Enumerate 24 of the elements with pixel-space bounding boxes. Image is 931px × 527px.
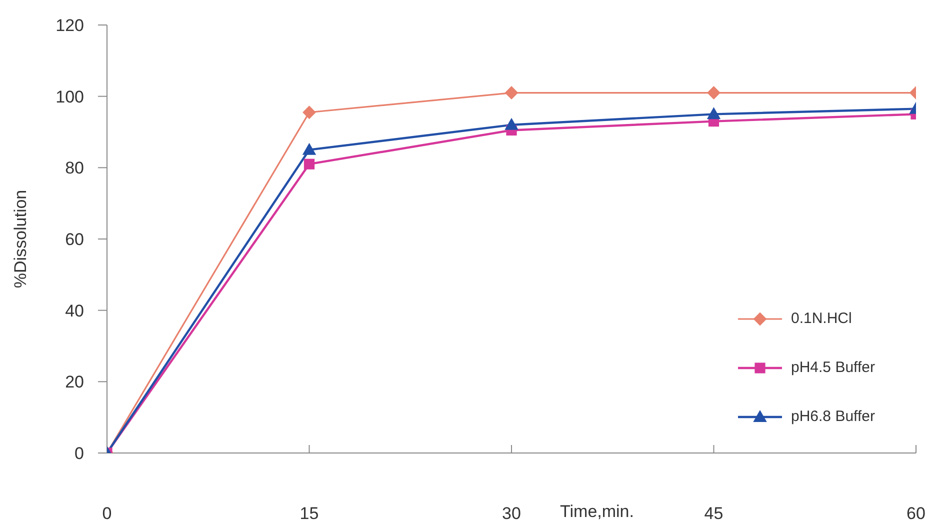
point <box>304 158 315 170</box>
y-tick-label: 60 <box>65 230 84 250</box>
y-tick-label: 0 <box>74 444 84 464</box>
legend-label: pH6.8 Buffer <box>791 408 875 425</box>
point <box>302 143 316 155</box>
y-tick-label: 100 <box>56 87 84 106</box>
y-axis-title: %Dissolution <box>11 190 31 288</box>
legend-label: pH4.5 Buffer <box>791 359 875 376</box>
x-axis-title: Time,min. <box>560 502 634 522</box>
x-tick-label: 0 <box>102 504 112 524</box>
y-tick-label: 40 <box>65 301 84 320</box>
point <box>505 86 518 100</box>
x-tick-label: 30 <box>502 504 521 524</box>
point <box>505 118 518 130</box>
y-tick-label: 80 <box>65 158 84 178</box>
x-tick-label: 15 <box>300 504 319 524</box>
point <box>302 106 316 119</box>
point <box>707 108 720 120</box>
x-tick-label: 45 <box>704 504 724 524</box>
point <box>707 86 720 100</box>
x-tick-label: 60 <box>906 504 926 524</box>
y-tick-label: 120 <box>56 16 84 36</box>
legend-label: 0.1N.HCl <box>791 310 852 327</box>
y-tick-label: 20 <box>65 372 84 392</box>
